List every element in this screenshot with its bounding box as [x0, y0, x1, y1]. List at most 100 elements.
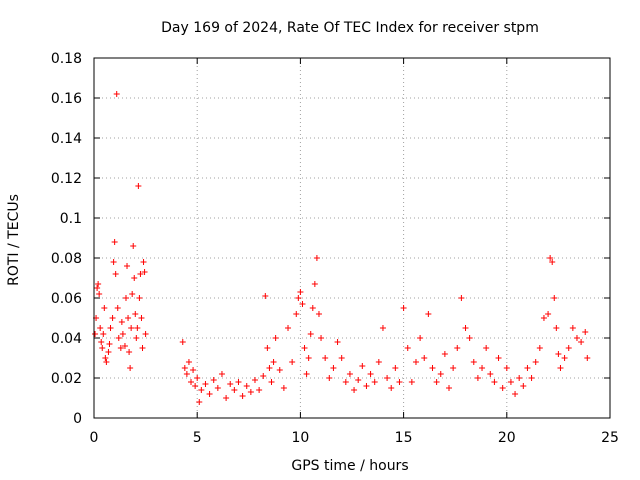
data-point: [98, 339, 105, 345]
data-point: [227, 381, 234, 387]
data-point: [103, 359, 110, 365]
data-point: [565, 345, 572, 351]
data-point: [266, 365, 273, 371]
data-point: [92, 331, 99, 337]
data-points: [92, 91, 591, 405]
data-point: [578, 339, 585, 345]
data-point: [491, 379, 498, 385]
data-point: [256, 387, 263, 393]
data-point: [214, 385, 221, 391]
data-point: [192, 383, 199, 389]
data-point: [412, 359, 419, 365]
data-point: [202, 381, 209, 387]
data-point: [218, 371, 225, 377]
data-point: [499, 385, 506, 391]
x-tick-label: 25: [601, 430, 619, 446]
data-point: [532, 359, 539, 365]
data-point: [113, 91, 120, 97]
data-point: [262, 293, 269, 299]
data-point: [295, 295, 302, 301]
data-point: [247, 389, 254, 395]
data-point: [466, 335, 473, 341]
data-point: [446, 385, 453, 391]
data-point: [125, 315, 132, 321]
data-point: [309, 305, 316, 311]
data-point: [417, 335, 424, 341]
data-point: [94, 285, 101, 291]
data-point: [127, 365, 134, 371]
data-point: [140, 259, 147, 265]
y-tick-label: 0: [73, 411, 82, 427]
x-tick-label: 5: [193, 430, 202, 446]
data-point: [555, 351, 562, 357]
chart-title: Day 169 of 2024, Rate Of TEC Index for r…: [161, 20, 539, 36]
data-point: [384, 375, 391, 381]
data-point: [303, 371, 310, 377]
data-point: [569, 325, 576, 331]
data-point: [188, 379, 195, 385]
data-point: [551, 295, 558, 301]
data-point: [118, 319, 125, 325]
data-point: [549, 259, 556, 265]
data-point: [311, 281, 318, 287]
data-point: [307, 331, 314, 337]
data-point: [133, 335, 140, 341]
data-point: [359, 363, 366, 369]
data-point: [547, 255, 554, 261]
data-point: [540, 315, 547, 321]
data-point: [450, 365, 457, 371]
data-point: [299, 301, 306, 307]
data-point: [408, 379, 415, 385]
data-point: [297, 289, 304, 295]
data-point: [371, 379, 378, 385]
x-tick-label: 20: [498, 430, 516, 446]
x-axis-label: GPS time / hours: [291, 458, 408, 474]
y-tick-label: 0.02: [51, 371, 82, 387]
data-point: [351, 387, 358, 393]
data-point: [441, 351, 448, 357]
y-tick-label: 0.1: [60, 211, 82, 227]
data-point: [260, 373, 267, 379]
data-point: [479, 365, 486, 371]
data-point: [429, 365, 436, 371]
y-tick-label: 0.14: [51, 131, 82, 147]
data-point: [400, 305, 407, 311]
data-point: [458, 295, 465, 301]
data-point: [121, 343, 128, 349]
data-point: [355, 377, 362, 383]
x-tick-label: 0: [90, 430, 99, 446]
y-tick-label: 0.16: [51, 91, 82, 107]
data-point: [425, 311, 432, 317]
y-tick-label: 0.04: [51, 331, 82, 347]
data-point: [503, 365, 510, 371]
data-point: [135, 183, 142, 189]
data-point: [512, 391, 519, 397]
data-point: [142, 331, 149, 337]
data-point: [553, 325, 560, 331]
data-point: [122, 295, 129, 301]
data-point: [107, 325, 114, 331]
y-tick-label: 0.12: [51, 171, 82, 187]
data-point: [112, 271, 119, 277]
data-point: [235, 379, 242, 385]
data-point: [132, 311, 139, 317]
data-point: [185, 359, 192, 365]
data-point: [396, 379, 403, 385]
data-point: [346, 371, 353, 377]
data-point: [194, 375, 201, 381]
data-point: [483, 345, 490, 351]
data-point: [243, 383, 250, 389]
data-point: [138, 315, 145, 321]
data-point: [313, 255, 320, 261]
data-point: [392, 365, 399, 371]
data-point: [198, 387, 205, 393]
data-point: [97, 325, 104, 331]
data-point: [318, 335, 325, 341]
data-point: [130, 243, 137, 249]
data-point: [181, 365, 188, 371]
data-point: [305, 355, 312, 361]
data-point: [322, 355, 329, 361]
data-point: [334, 339, 341, 345]
data-point: [573, 335, 580, 341]
